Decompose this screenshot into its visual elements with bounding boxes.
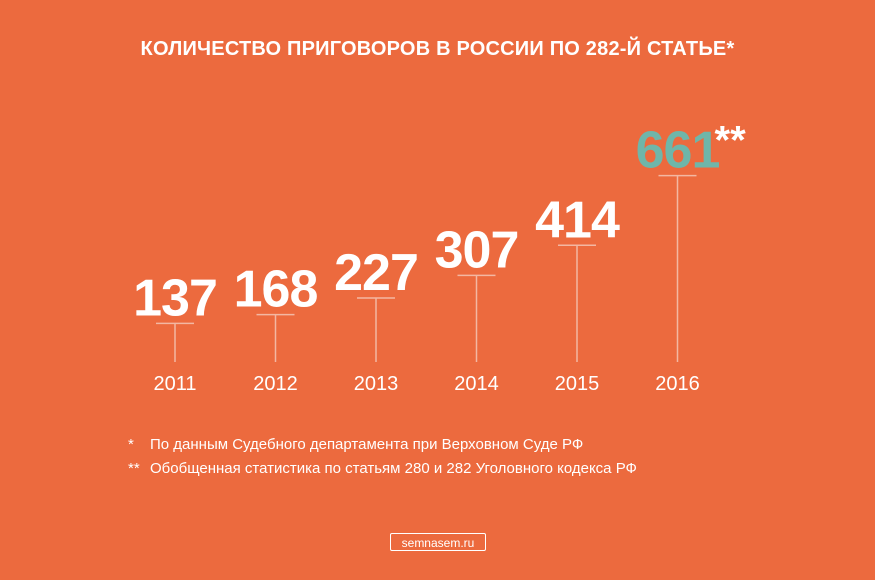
value-label-2016: 661 — [636, 122, 720, 180]
tick-label-2015: 2015 — [555, 373, 600, 395]
data-group-2012: 168 2012 — [234, 261, 319, 395]
value-label-2011: 137 — [133, 269, 217, 327]
tick-label-2014: 2014 — [454, 373, 499, 395]
footnote-text: Обобщенная статистика по статьям 280 и 2… — [150, 460, 637, 477]
value-label-2013: 227 — [334, 244, 418, 302]
tick-label-2016: 2016 — [655, 373, 700, 395]
data-group-2011: 137 2011 — [133, 269, 218, 395]
footnote-mark: * — [128, 436, 134, 453]
data-group-2016: 661** 2016 — [636, 119, 746, 395]
tick-label-2013: 2013 — [354, 373, 399, 395]
tick-label-2012: 2012 — [253, 373, 298, 395]
data-group-2013: 227 2013 — [334, 244, 419, 395]
tick-label-2011: 2011 — [153, 373, 196, 395]
value-label-2015: 414 — [535, 191, 620, 249]
chart-title: КОЛИЧЕСТВО ПРИГОВОРОВ В РОССИИ ПО 282-Й … — [140, 38, 735, 60]
data-group-2015: 414 2015 — [535, 191, 621, 395]
annotation-2016: ** — [715, 119, 747, 163]
footnote-1: * По данным Судебного департамента при Ве… — [128, 433, 637, 457]
footnote-text: По данным Судебного департамента при Вер… — [150, 436, 584, 453]
footnotes: * По данным Судебного департамента при Ве… — [128, 433, 637, 481]
data-group-2014: 307 2014 — [435, 221, 520, 395]
value-label-2014: 307 — [435, 221, 519, 279]
footnote-2: ** Обобщенная статистика по статьям 280 и… — [128, 457, 637, 481]
value-label-2012: 168 — [234, 261, 318, 319]
footnote-mark: ** — [128, 460, 140, 477]
source-link[interactable]: semnasem.ru — [390, 533, 486, 551]
